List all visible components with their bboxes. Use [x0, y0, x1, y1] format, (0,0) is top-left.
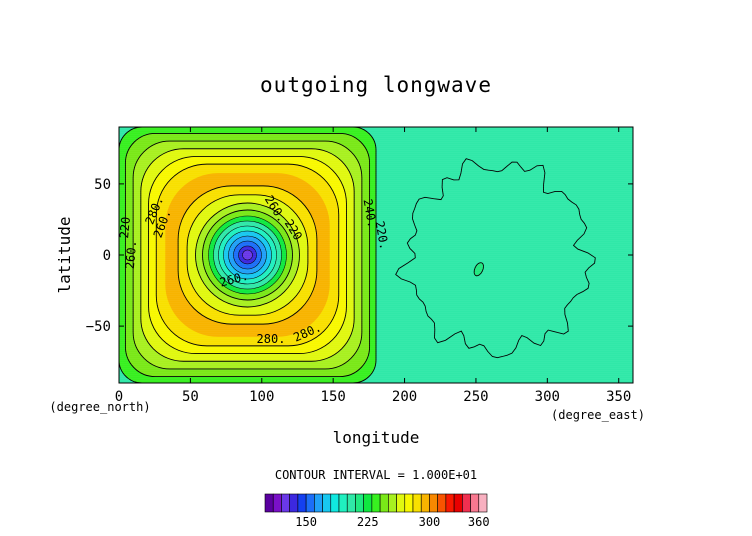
x-tick-label: 150: [321, 389, 346, 405]
x-tick-label: 200: [392, 389, 417, 405]
colorbar-swatch: [272, 493, 282, 513]
colorbar-swatch: [371, 493, 381, 513]
colorbar-swatch: [355, 493, 364, 513]
colorbar-swatch: [437, 493, 447, 513]
colorbar-swatch: [478, 493, 488, 513]
colorbar-tick-label: 225: [357, 515, 379, 529]
colorbar-swatch: [445, 493, 455, 513]
contour-label: 280.: [257, 332, 286, 346]
colorbar-swatch: [314, 493, 323, 513]
colorbar-swatch: [363, 493, 373, 513]
colorbar-tick-label: 300: [419, 515, 441, 529]
colorbar-swatch: [346, 493, 356, 513]
colorbar-swatch: [379, 493, 389, 513]
y-unit-label: (degree_north): [49, 400, 150, 414]
x-axis-label: longitude: [333, 428, 420, 447]
colorbar-swatch: [305, 493, 315, 513]
contour-label: 220: [117, 216, 133, 239]
x-axis: 0 50 100 150 200 250 300 350: [115, 127, 631, 405]
y-tick-label: 50: [94, 177, 111, 193]
colorbar-swatch: [297, 493, 307, 513]
colorbar-swatch: [289, 493, 299, 513]
colorbar-swatch: [330, 493, 340, 513]
colorbar-swatch: [388, 493, 397, 513]
x-tick-label: 50: [182, 389, 199, 405]
colorbar-swatch: [404, 493, 414, 513]
colorbar-swatch: [281, 493, 290, 513]
colorbar: [264, 493, 488, 513]
colorbar-swatch: [322, 493, 332, 513]
x-tick-label: 0: [115, 389, 123, 405]
x-tick-label: 300: [535, 389, 560, 405]
x-unit-label: (degree_east): [551, 408, 645, 422]
colorbar-swatch: [462, 493, 471, 513]
x-tick-label: 250: [463, 389, 488, 405]
x-tick-label: 350: [606, 389, 631, 405]
plot-grain: [119, 127, 633, 383]
contour-label: 220.: [373, 220, 392, 251]
colorbar-tick-label: 150: [295, 515, 317, 529]
colorbar-swatch: [453, 493, 463, 513]
colorbar-tick-label: 360: [468, 515, 490, 529]
y-tick-label: 0: [103, 248, 111, 264]
colorbar-swatch: [396, 493, 406, 513]
colorbar-swatch: [420, 493, 430, 513]
contour-label: 260.: [123, 240, 139, 270]
y-axis-label: latitude: [55, 216, 74, 293]
colorbar-swatch: [429, 493, 438, 513]
chart-title: outgoing longwave: [260, 73, 492, 97]
y-axis: −50 0 50: [86, 177, 633, 335]
colorbar-swatch: [470, 493, 480, 513]
y-tick-label: −50: [86, 319, 111, 335]
colorbar-swatch: [338, 493, 348, 513]
colorbar-swatch: [264, 493, 274, 513]
contour-interval-label: CONTOUR INTERVAL = 1.000E+01: [275, 468, 477, 482]
x-tick-label: 100: [249, 389, 274, 405]
colorbar-tick-labels: 150 225 300 360: [295, 515, 489, 529]
colorbar-swatch: [412, 493, 422, 513]
contour-label: 240.: [361, 198, 380, 229]
